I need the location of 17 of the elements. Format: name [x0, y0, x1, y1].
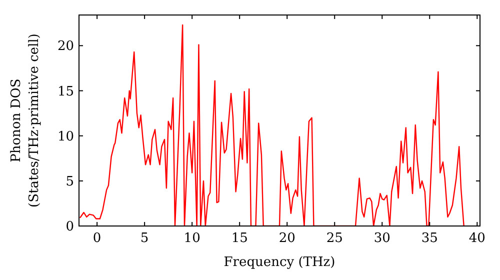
y-axis-title: Phonon DOS (States/THz·primitive cell) [9, 33, 42, 208]
line-series [79, 24, 464, 226]
x-tick-label: 10 [184, 231, 200, 246]
x-tick-label: 0 [92, 231, 102, 246]
y-tick-label: 20 [57, 39, 74, 54]
y-tick-label: 5 [66, 174, 74, 190]
y-tick-label: 10 [57, 129, 74, 144]
x-tick-label: 35 [421, 231, 438, 246]
y-tick-label: 0 [66, 220, 74, 235]
x-tick-label: 30 [374, 231, 390, 246]
x-tick-label: 25 [326, 231, 343, 246]
y-tick-label: 15 [57, 84, 74, 100]
x-tick-label: 15 [231, 231, 248, 246]
x-tick-label: 5 [140, 231, 149, 246]
x-tick-label: 20 [278, 231, 296, 246]
x-tick-label: 40 [468, 231, 486, 246]
x-axis-title: Frequency (THz) [224, 255, 336, 270]
